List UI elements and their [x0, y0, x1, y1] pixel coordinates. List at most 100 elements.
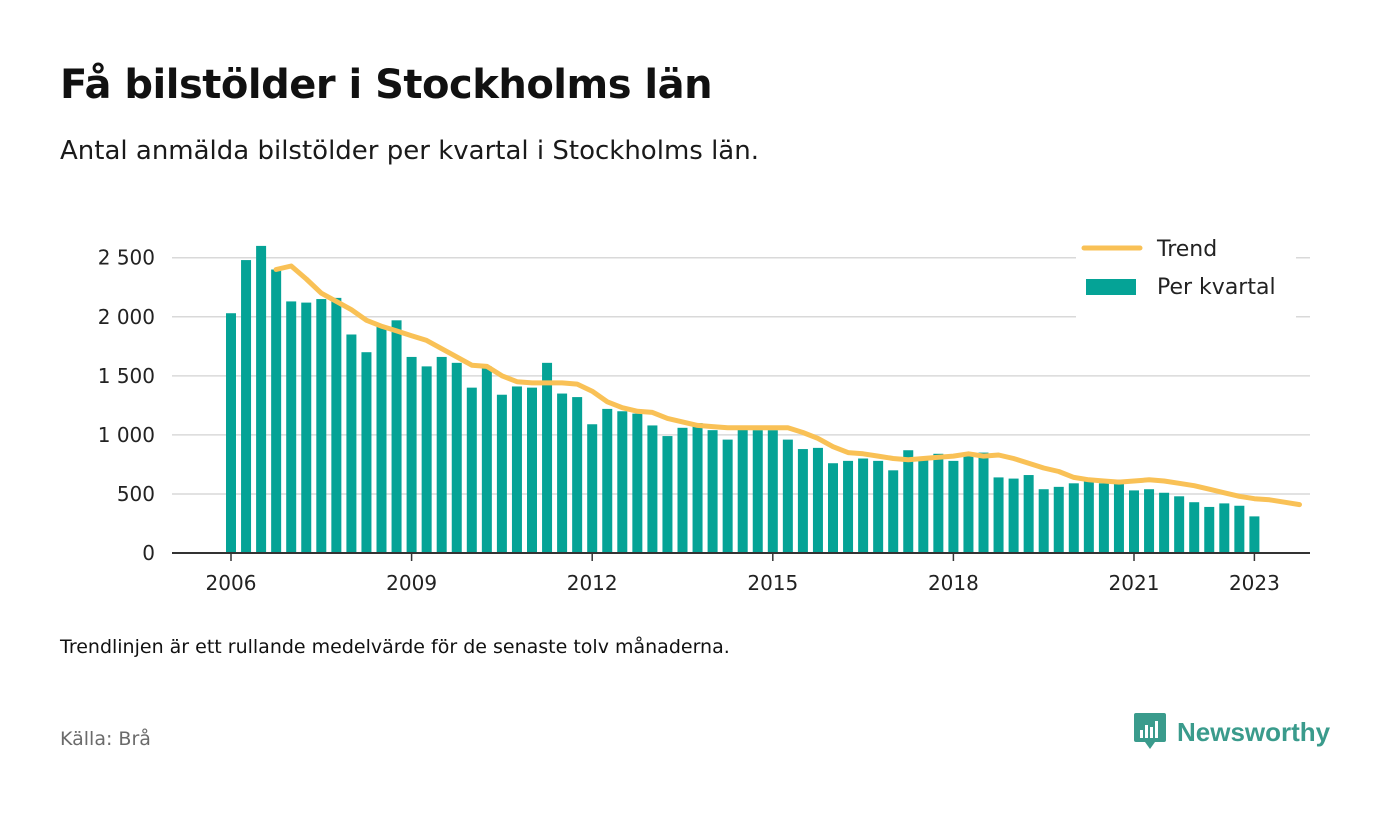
bar — [632, 413, 643, 553]
trend-line — [273, 263, 1302, 508]
bar — [722, 439, 733, 553]
bar — [918, 458, 929, 553]
bar — [1159, 492, 1170, 553]
bar — [948, 460, 959, 553]
legend-background — [1076, 228, 1296, 318]
bar — [858, 458, 869, 553]
chart-subtitle: Antal anmälda bilstölder per kvartal i S… — [60, 136, 759, 166]
bar — [1008, 478, 1019, 553]
bar — [647, 425, 658, 553]
bar — [572, 397, 583, 553]
y-tick-label: 1 500 — [98, 364, 155, 388]
bar — [316, 299, 327, 553]
bar — [301, 302, 312, 553]
bar — [376, 326, 387, 553]
bar — [496, 394, 507, 553]
bar — [707, 430, 718, 553]
bar — [1249, 516, 1260, 553]
x-tick-label: 2023 — [1229, 571, 1280, 595]
bar — [692, 423, 703, 553]
bar — [511, 386, 522, 553]
x-axis-ticks: 2006 2009 2012 2015 2018 2021 2023 — [206, 553, 1280, 595]
bar — [421, 366, 432, 553]
bar — [391, 320, 402, 553]
x-tick-label: 2018 — [928, 571, 979, 595]
bar — [903, 450, 914, 553]
bar — [587, 424, 598, 553]
bar — [1174, 496, 1185, 553]
chart-canvas: 0 500 1 000 1 500 2 000 2 500 2006 2009 2012 201… — [97, 228, 1310, 595]
bar — [1144, 489, 1155, 553]
y-tick-label: 2 500 — [98, 246, 155, 270]
chart-note: Trendlinjen är ett rullande medelvärde f… — [60, 636, 730, 658]
bar — [782, 439, 793, 553]
bar — [542, 362, 553, 553]
bar — [933, 453, 944, 553]
bar — [226, 313, 236, 553]
newsworthy-brand[interactable]: Newsworthy — [1133, 712, 1330, 752]
newsworthy-logo-icon — [1134, 713, 1166, 749]
bar — [662, 436, 673, 553]
x-tick-label: 2006 — [206, 571, 257, 595]
bar — [286, 301, 297, 553]
bar — [557, 393, 568, 553]
x-tick-label: 2021 — [1109, 571, 1160, 595]
line-series-trend — [273, 263, 1302, 508]
bar — [451, 362, 462, 553]
bar — [271, 269, 282, 553]
bar — [241, 260, 252, 553]
bar — [812, 447, 823, 553]
bar — [466, 387, 477, 553]
bar — [978, 452, 989, 553]
bar — [677, 427, 688, 553]
bar — [331, 297, 342, 553]
bar — [1023, 475, 1034, 553]
bar — [888, 470, 899, 553]
y-tick-label: 500 — [117, 482, 155, 506]
bar — [602, 408, 613, 553]
source-credit: Källa: Brå — [60, 728, 151, 750]
legend-bar-label: Per kvartal — [1157, 275, 1276, 300]
y-tick-label: 1 000 — [98, 423, 155, 447]
bar — [256, 245, 267, 554]
bar — [1068, 483, 1079, 553]
bar — [1204, 506, 1215, 553]
y-tick-label: 2 000 — [98, 305, 155, 329]
bar — [873, 460, 884, 553]
bar — [1053, 486, 1064, 553]
bar — [1219, 503, 1230, 553]
bar — [767, 430, 778, 553]
legend-bar-swatch — [1086, 279, 1136, 295]
bar — [752, 430, 763, 553]
bar — [436, 356, 447, 553]
legend: Trend Per kvartal — [1076, 228, 1296, 318]
chart-title: Få bilstölder i Stockholms län — [60, 62, 713, 108]
bar — [617, 411, 628, 553]
y-tick-label: 0 — [142, 541, 155, 565]
bar — [1189, 502, 1200, 553]
bar — [797, 449, 808, 553]
bar — [1234, 505, 1245, 553]
bar — [346, 334, 357, 553]
bar — [737, 428, 748, 553]
y-axis-ticks: 0 500 1 000 1 500 2 000 2 500 — [98, 246, 155, 565]
bar — [993, 477, 1004, 553]
x-tick-label: 2009 — [386, 571, 437, 595]
bar-series-per-kvartal — [226, 245, 1260, 554]
bar — [1083, 478, 1094, 553]
legend-trend-label: Trend — [1156, 237, 1217, 262]
bar — [963, 456, 974, 553]
x-tick-label: 2012 — [567, 571, 618, 595]
bar — [1098, 483, 1109, 553]
bar — [828, 463, 838, 553]
bar — [406, 356, 417, 553]
bar — [481, 366, 492, 553]
bar — [361, 352, 372, 553]
bar — [1038, 489, 1049, 553]
bar — [527, 387, 537, 553]
bar — [843, 460, 854, 553]
brand-name: Newsworthy — [1177, 716, 1331, 747]
bar — [1129, 490, 1139, 553]
bar — [1113, 479, 1124, 553]
x-tick-label: 2015 — [747, 571, 798, 595]
